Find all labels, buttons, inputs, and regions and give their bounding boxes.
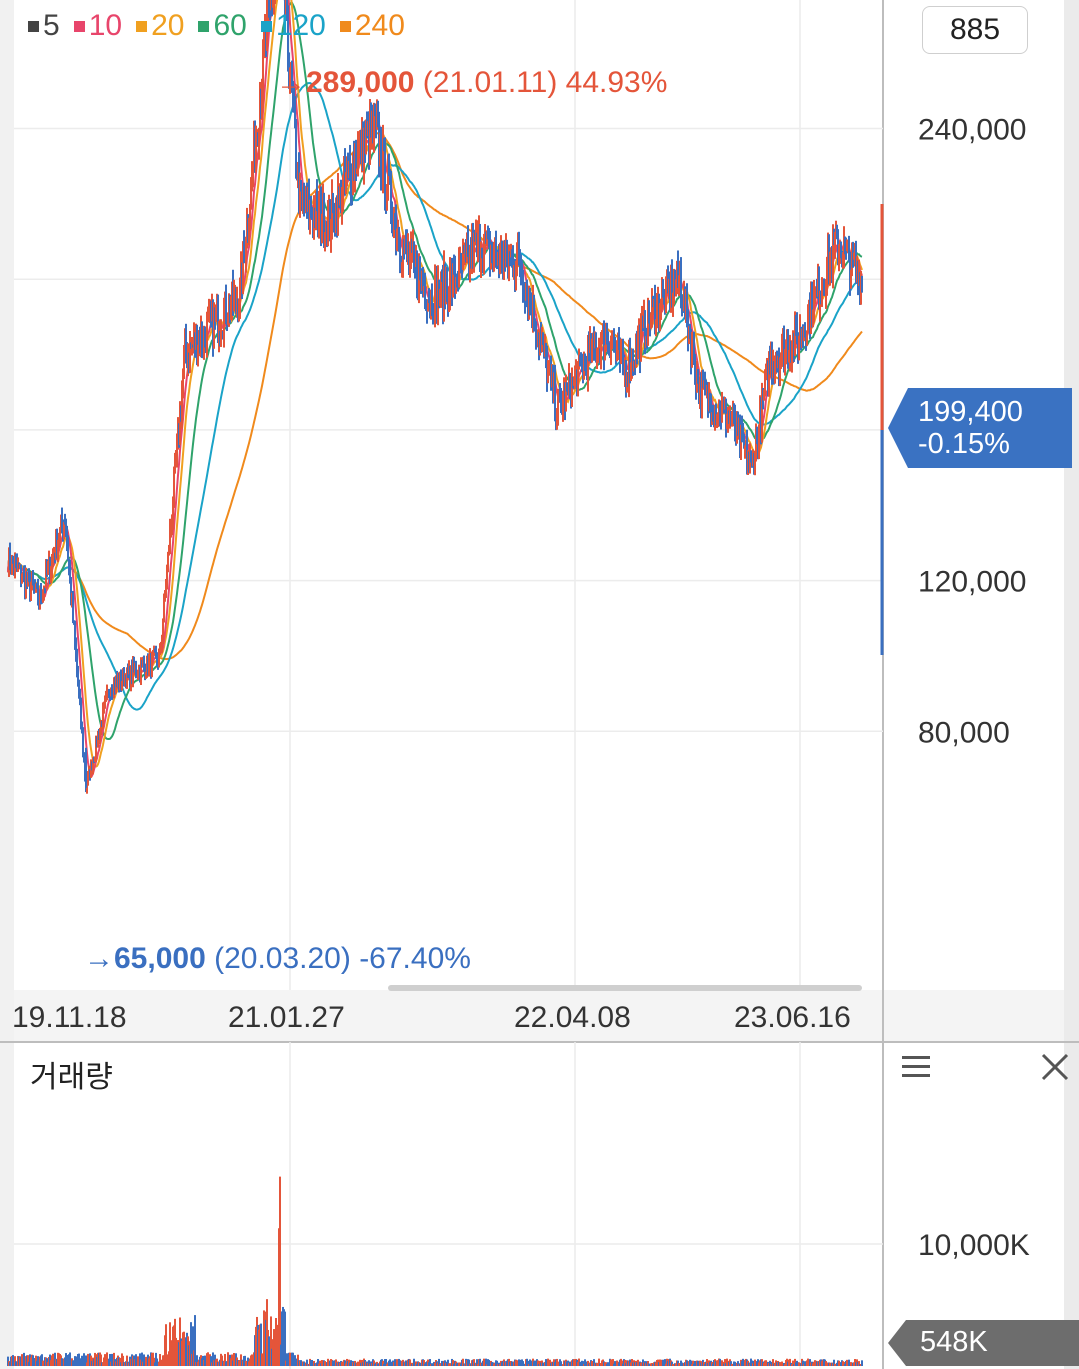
scrollbar-thumb[interactable] — [388, 985, 862, 991]
legend-label: 10 — [88, 9, 123, 42]
annotation-pct: 44.93% — [557, 66, 667, 99]
right-edge — [1064, 0, 1079, 1369]
svg-text:289,000 (21.01.11) 44.93%: 289,000 (21.01.11) 44.93% — [306, 66, 667, 99]
annotation-date: (21.01.11) — [414, 66, 557, 99]
close-icon[interactable] — [1038, 1050, 1072, 1084]
x-tick-label: 21.01.27 — [228, 1001, 345, 1034]
x-tick-label: 23.06.16 — [734, 1001, 851, 1034]
volume-tag-bg — [888, 1320, 1079, 1366]
left-edge — [0, 0, 14, 1369]
legend-item-ma10[interactable]: 10 — [73, 9, 123, 43]
legend-swatch — [73, 20, 85, 32]
svg-text:65,000 (20.03.20) -67.40%: 65,000 (20.03.20) -67.40% — [114, 942, 471, 975]
x-tick-label: 19.11.18 — [12, 1001, 127, 1034]
legend-label: 120 — [275, 9, 326, 42]
volume-tick-label: 10,000K — [918, 1229, 1030, 1262]
legend-swatch — [339, 20, 351, 32]
legend-swatch — [28, 20, 39, 32]
annotation-date: (20.03.20) — [206, 942, 351, 975]
menu-icon[interactable] — [898, 1052, 934, 1082]
legend-item-ma20[interactable]: 20 — [136, 9, 184, 43]
legend-label: 20 — [151, 9, 185, 42]
legend-item-ma120[interactable]: 120 — [260, 9, 326, 43]
volume-current: 548K — [920, 1326, 988, 1358]
ma120-line — [7, 81, 863, 711]
annotation-price: 289,000 — [306, 66, 414, 99]
volume-current-tag: 548K — [888, 1320, 1079, 1366]
legend-item-ma60[interactable]: 60 — [198, 9, 247, 43]
current-change: -0.15% — [918, 428, 1010, 460]
volume-title: 거래량 — [30, 1061, 113, 1094]
current-price-tag: 199,400 -0.15% — [888, 388, 1072, 468]
candle-count: 885 — [949, 13, 1001, 46]
candles — [8, 0, 863, 794]
legend-swatch — [136, 20, 148, 32]
legend-item-ma240[interactable]: 240 — [339, 9, 405, 43]
y-tick-label: 80,000 — [918, 716, 1010, 749]
candle-count-box[interactable]: 885 — [922, 6, 1028, 54]
legend-label: 240 — [354, 9, 405, 42]
price-tag-bg — [888, 388, 1072, 468]
annotation-price: 65,000 — [114, 942, 206, 975]
volume-bars — [7, 1176, 863, 1366]
arrow-icon: → — [84, 942, 114, 975]
y-tick-label: 120,000 — [918, 566, 1026, 599]
arrow-icon: → — [276, 66, 306, 99]
low-annotation: → 65,000 (20.03.20) -67.40% — [84, 942, 471, 975]
legend-swatch — [260, 20, 272, 32]
annotation-pct: -67.40% — [351, 942, 471, 975]
legend-label: 60 — [213, 9, 247, 42]
y-tick-label: 240,000 — [918, 114, 1026, 147]
legend-item-ma5[interactable]: 5 — [28, 9, 60, 43]
legend-label: 5 — [43, 9, 60, 42]
x-tick-label: 22.04.08 — [514, 1001, 631, 1034]
x-axis-band — [0, 990, 1079, 1042]
high-annotation: → 289,000 (21.01.11) 44.93% — [276, 66, 667, 99]
current-price: 199,400 — [918, 396, 1023, 428]
legend-swatch — [198, 20, 210, 32]
ma-legend: 5 10 20 60 120 240 — [28, 8, 405, 44]
